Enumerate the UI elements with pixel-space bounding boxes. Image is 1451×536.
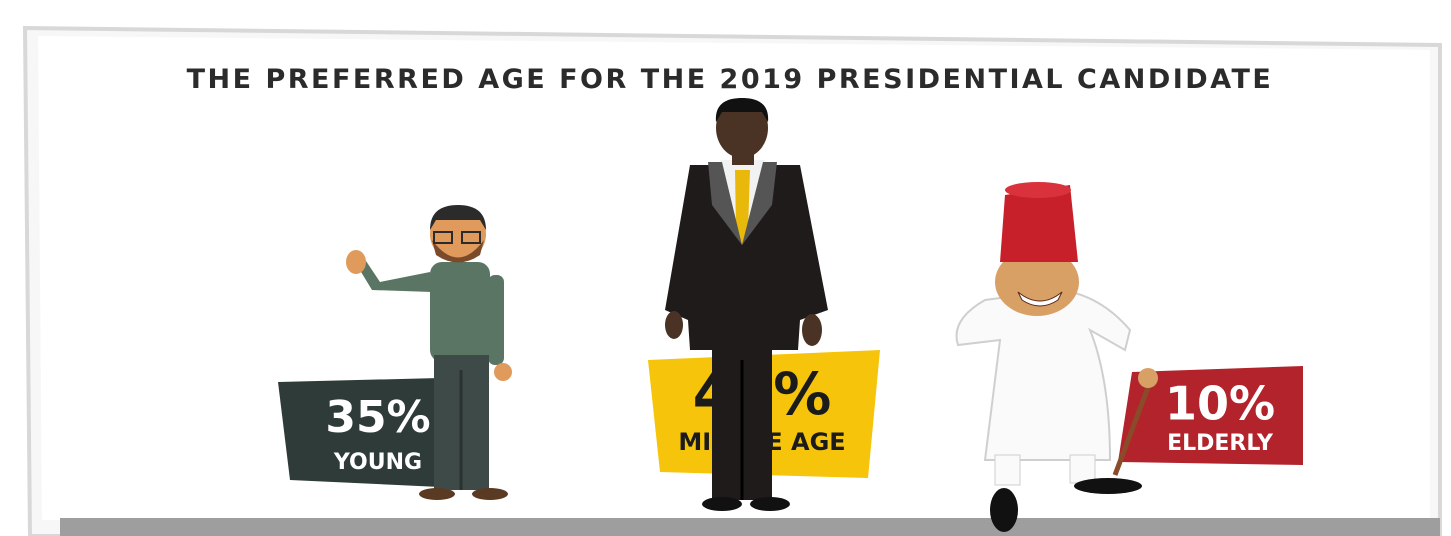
category-label: ELDERLY <box>1167 431 1274 456</box>
young-figure <box>346 205 512 500</box>
category-label: YOUNG <box>333 450 422 475</box>
middle-figure <box>665 98 828 511</box>
bottom-bar <box>60 518 1440 536</box>
chart-title: THE PREFERRED AGE FOR THE 2019 PRESIDENT… <box>187 64 1274 95</box>
elderly-figure <box>955 182 1158 532</box>
value-label: 35% <box>325 392 430 443</box>
value-label: 10% <box>1165 377 1275 431</box>
plaque <box>278 378 440 487</box>
plaque <box>1118 366 1303 465</box>
